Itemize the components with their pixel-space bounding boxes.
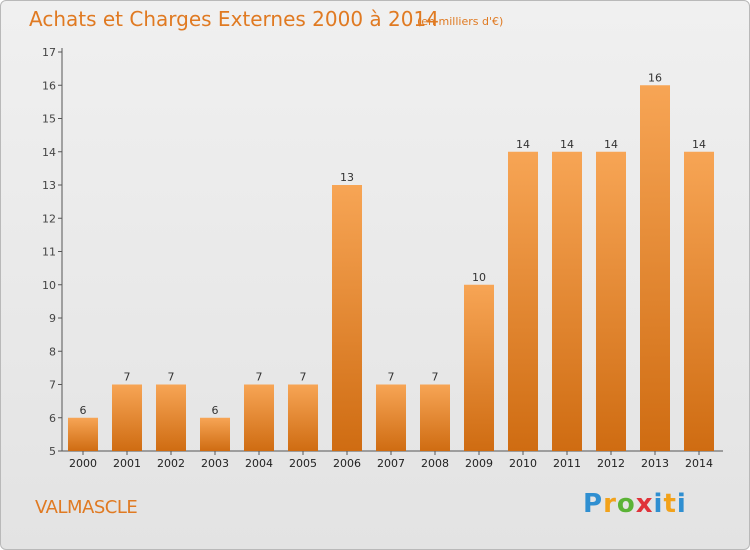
x-tick-label: 2005 (289, 457, 317, 470)
bar (420, 384, 450, 451)
y-tick-label: 11 (42, 246, 56, 259)
data-label: 14 (560, 138, 574, 151)
bar (112, 384, 142, 451)
x-tick-label: 2004 (245, 457, 273, 470)
bar (376, 384, 406, 451)
bar (200, 417, 230, 451)
y-tick-label: 16 (42, 79, 56, 92)
x-tick-label: 2001 (113, 457, 141, 470)
x-tick-label: 2007 (377, 457, 405, 470)
bar (508, 151, 538, 451)
data-label: 7 (300, 371, 307, 384)
chart-title: Achats et Charges Externes 2000 à 2014 (29, 7, 439, 31)
x-tick-label: 2012 (597, 457, 625, 470)
bar (288, 384, 318, 451)
bar (244, 384, 274, 451)
x-tick-label: 2000 (69, 457, 97, 470)
x-tick-label: 2011 (553, 457, 581, 470)
y-tick-label: 13 (42, 179, 56, 192)
x-tick-label: 2010 (509, 457, 537, 470)
y-tick-label: 7 (49, 379, 56, 392)
bar (552, 151, 582, 451)
y-tick-label: 6 (49, 412, 56, 425)
bar (596, 151, 626, 451)
data-label: 7 (124, 371, 131, 384)
y-tick-label: 12 (42, 212, 56, 225)
data-label: 14 (516, 138, 530, 151)
bar (464, 284, 494, 451)
y-tick-label: 15 (42, 113, 56, 126)
bar (156, 384, 186, 451)
y-tick-label: 14 (42, 146, 56, 159)
data-label: 7 (256, 371, 263, 384)
bar (332, 185, 362, 451)
y-tick-label: 5 (49, 445, 56, 458)
bar (640, 85, 670, 451)
y-tick-label: 9 (49, 312, 56, 325)
x-tick-label: 2003 (201, 457, 229, 470)
data-label: 14 (692, 138, 706, 151)
bar (68, 417, 98, 451)
x-tick-label: 2002 (157, 457, 185, 470)
data-label: 14 (604, 138, 618, 151)
y-tick-label: 17 (42, 46, 56, 59)
y-tick-label: 10 (42, 279, 56, 292)
data-label: 10 (472, 271, 486, 284)
x-tick-label: 2008 (421, 457, 449, 470)
data-label: 7 (432, 371, 439, 384)
bar (684, 151, 714, 451)
x-tick-label: 2006 (333, 457, 361, 470)
x-tick-label: 2009 (465, 457, 493, 470)
commune-name: VALMASCLE (35, 497, 138, 518)
data-label: 6 (212, 404, 219, 417)
proxiti-logo: Proxiti (583, 489, 687, 519)
data-label: 6 (80, 404, 87, 417)
data-label: 13 (340, 171, 354, 184)
data-label: 7 (168, 371, 175, 384)
data-label: 7 (388, 371, 395, 384)
x-tick-label: 2014 (685, 457, 713, 470)
x-tick-label: 2013 (641, 457, 669, 470)
y-tick-label: 8 (49, 345, 56, 358)
data-label: 16 (648, 71, 662, 84)
chart-unit: (en milliers d'€) (417, 15, 504, 28)
